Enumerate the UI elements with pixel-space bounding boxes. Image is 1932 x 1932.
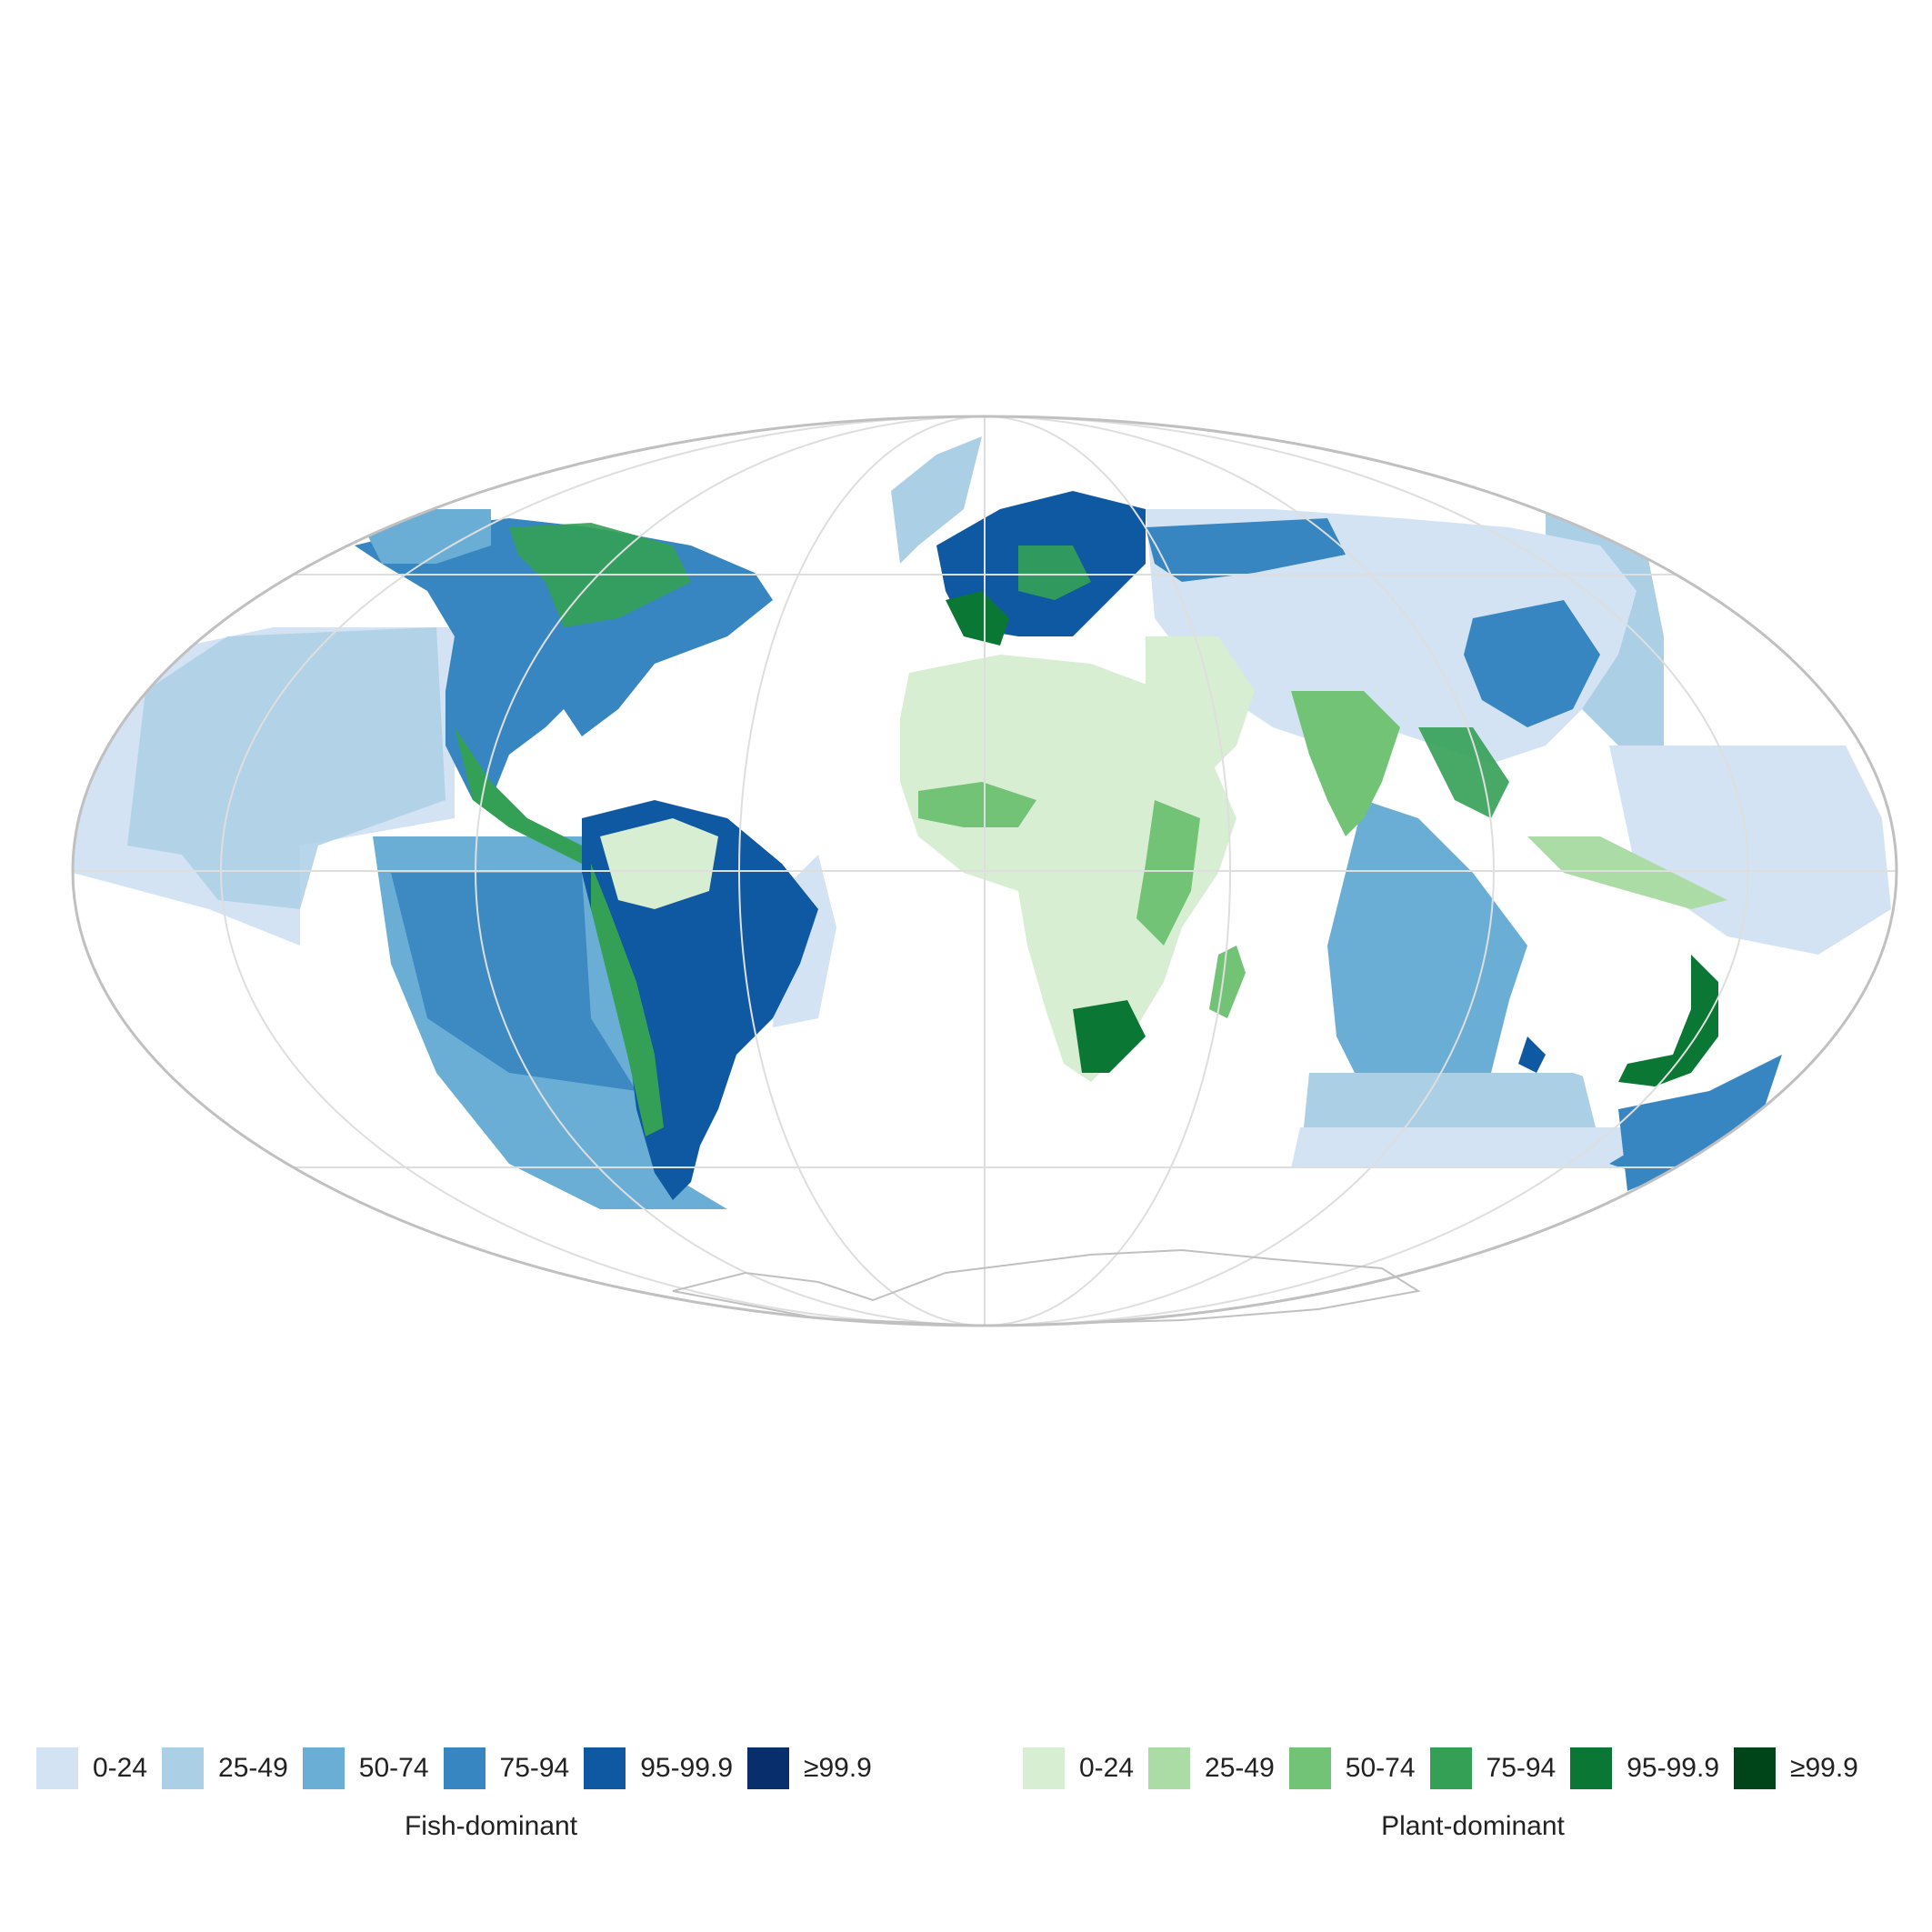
australia-east-plant-area	[1618, 955, 1718, 1086]
globe-outline	[71, 415, 1898, 1327]
legend-item: ≥99.9	[1734, 1747, 1858, 1789]
legend-label: 95-99.9	[640, 1753, 733, 1783]
legend-label: 25-49	[1205, 1753, 1275, 1783]
legend-item: 75-94	[1429, 1747, 1557, 1789]
legend-swatch	[1570, 1747, 1613, 1789]
legend-swatch	[747, 1747, 789, 1789]
legend-swatch	[1734, 1747, 1776, 1789]
legend-plant-dominant: 0-24 25-49 50-74 75-94 95-99.9 ≥99.9 Plant-do…	[1023, 1746, 1923, 1873]
legend-plant-items: 0-24 25-49 50-74 75-94 95-99.9 ≥99.9	[1023, 1746, 1923, 1791]
legend-plant-title: Plant-dominant	[1381, 1811, 1565, 1841]
meridian-ellipse-3	[220, 416, 1749, 1326]
legend-label: 0-24	[1079, 1753, 1135, 1783]
legend-swatch	[1288, 1747, 1331, 1789]
legend-swatch	[162, 1747, 205, 1789]
legend-swatch	[584, 1747, 626, 1789]
legend-fish-dominant: 0-24 25-49 50-74 75-94 95-99.9 ≥99.9 Fish-dom…	[36, 1746, 946, 1873]
siberia-fish-area	[1146, 518, 1346, 582]
east-africa-plant-area	[1136, 800, 1200, 946]
legend-item: 25-49	[1148, 1747, 1275, 1789]
legend-item: 95-99.9	[1570, 1747, 1719, 1789]
indian-ocean-shading	[1327, 800, 1527, 1091]
legend-item: 0-24	[36, 1747, 147, 1789]
legend-label: 50-74	[1345, 1753, 1416, 1783]
legend-swatch	[302, 1747, 345, 1789]
arctic-ocean-shading	[891, 436, 982, 564]
legend-swatch	[1023, 1747, 1065, 1789]
legend-swatch	[1148, 1747, 1191, 1789]
greenland-land	[691, 427, 809, 546]
china-fish-area	[1464, 600, 1600, 727]
australia-west-fish-area	[1518, 1036, 1546, 1073]
legend-item: 25-49	[162, 1747, 288, 1789]
south-indian-ocean-shading	[1291, 1127, 1637, 1168]
legend-label: 50-74	[358, 1753, 429, 1783]
legend-item: 0-24	[1023, 1747, 1134, 1789]
meridian-ellipse-2	[475, 416, 1495, 1326]
west-africa-plant-area	[918, 782, 1036, 827]
legend-label: ≥99.9	[1790, 1753, 1858, 1783]
legend-label: 25-49	[218, 1753, 288, 1783]
india-land	[1291, 691, 1400, 836]
legend-item: 95-99.9	[584, 1747, 733, 1789]
legend-label: 0-24	[93, 1753, 148, 1783]
southern-africa-plant-area	[1073, 1000, 1146, 1073]
land-areas	[355, 427, 1727, 1200]
indonesia-land	[1527, 836, 1727, 909]
andes-plant-area	[591, 864, 664, 1136]
legend-swatch	[443, 1747, 486, 1789]
graticule	[73, 416, 1897, 1326]
legend-item: 50-74	[302, 1747, 429, 1789]
legend-label: 95-99.9	[1627, 1753, 1719, 1783]
western-europe-plant-area	[946, 591, 1009, 646]
legend-label: ≥99.9	[804, 1753, 872, 1783]
new-zealand-land	[1609, 1118, 1700, 1173]
legend-item: ≥99.9	[747, 1747, 872, 1789]
legend-fish-title: Fish-dominant	[404, 1811, 578, 1841]
legend-item: 75-94	[443, 1747, 570, 1789]
legend-swatch	[1429, 1747, 1472, 1789]
legend-label: 75-94	[1486, 1753, 1557, 1783]
south-pacific-ocean-shading-dense	[391, 873, 636, 1091]
north-pacific-ocean-shading-dense	[127, 627, 445, 909]
amazon-plant-area	[600, 818, 718, 909]
legend-item: 50-74	[1288, 1747, 1416, 1789]
legend-fish-items: 0-24 25-49 50-74 75-94 95-99.9 ≥99.9	[36, 1746, 946, 1791]
west-pacific-ocean-shading	[1609, 746, 1891, 955]
legend-label: 75-94	[499, 1753, 570, 1783]
madagascar-land	[1209, 946, 1246, 1018]
meridian-ellipse-1	[738, 416, 1231, 1326]
legend-swatch	[36, 1747, 78, 1789]
central-europe-plant-area	[1018, 546, 1091, 600]
